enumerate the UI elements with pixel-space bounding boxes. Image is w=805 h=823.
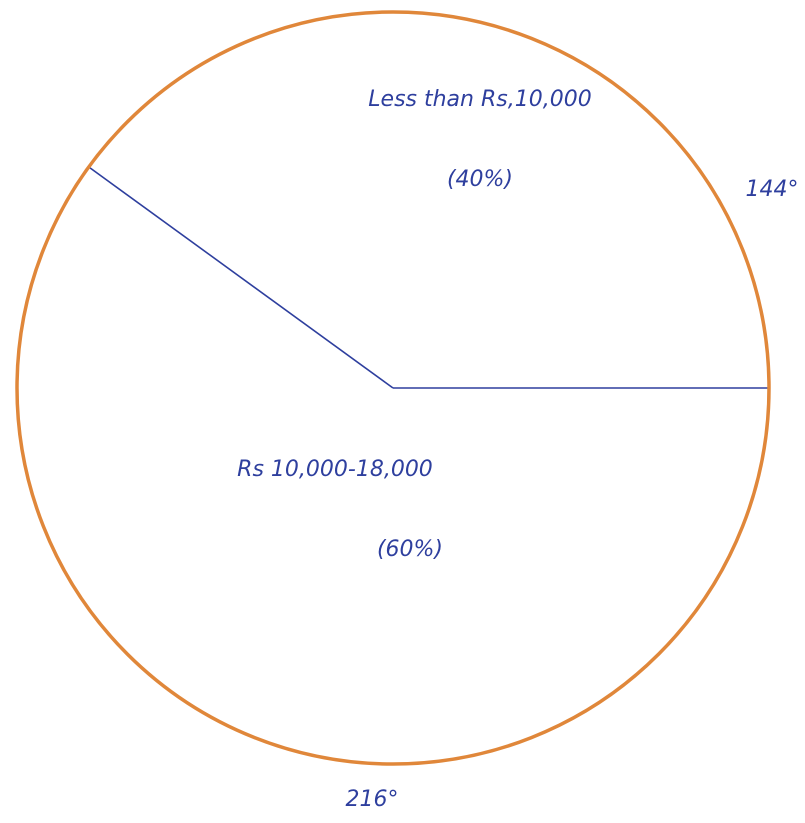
slice-label: Less than Rs,10,000 xyxy=(368,87,591,112)
slice-value-label: (40%) xyxy=(447,167,513,192)
slice-label: Rs 10,000-18,000 xyxy=(237,457,433,482)
slice-value-label: (60%) xyxy=(377,537,443,562)
angle-annotation: 216° xyxy=(346,787,399,812)
angle-annotation: 144° xyxy=(746,177,799,202)
chart: Less than Rs,10,000 (40%) Rs 10,000-18,000… xyxy=(0,0,805,823)
